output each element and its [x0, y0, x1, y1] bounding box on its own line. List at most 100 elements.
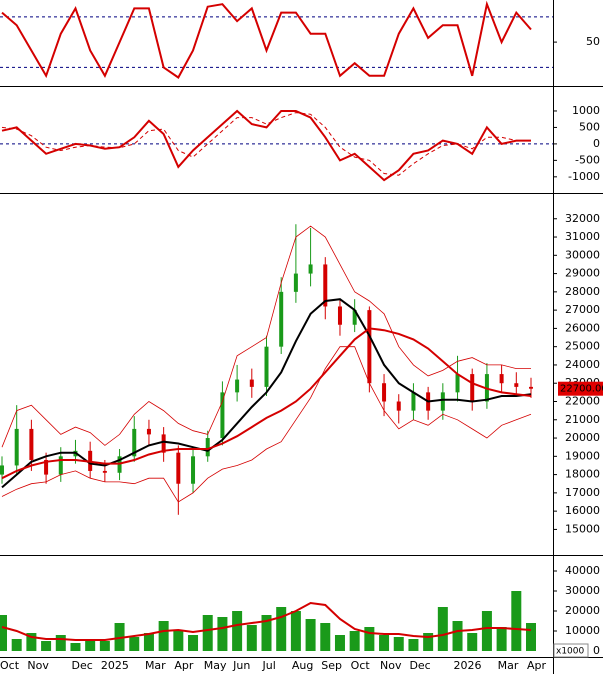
x-tick-label: Oct: [0, 659, 20, 672]
y-tick-label: 25000: [565, 340, 600, 353]
y-tick-label: 32000: [565, 212, 600, 225]
candle-body: [337, 306, 342, 325]
candle-body: [308, 264, 313, 274]
line: [1, 112, 531, 176]
y-tick-label: 30000: [565, 584, 600, 597]
candle-body: [411, 392, 416, 411]
x-tick-label: Mar: [145, 659, 166, 672]
volume-bar: [232, 611, 243, 651]
line: [1, 327, 532, 480]
y-tick-label: 20000: [565, 604, 600, 617]
x-tick-label: Dec: [71, 659, 92, 672]
volume-bar: [334, 635, 345, 651]
volume-bar: [526, 623, 536, 651]
y-tick-label: 27000: [565, 303, 600, 316]
y-tick-label: 40000: [565, 564, 600, 577]
candle-body: [0, 465, 4, 475]
candle-body: [529, 386, 533, 389]
candle-body: [176, 452, 181, 484]
candle-body: [264, 346, 269, 387]
candle-body: [514, 383, 519, 387]
volume-bar: [452, 621, 463, 651]
panel: [0, 109, 553, 182]
candle-body: [382, 383, 387, 402]
x-tick-label: Nov: [27, 659, 49, 672]
y-tick-label: 20000: [565, 431, 600, 444]
candle-body: [470, 374, 475, 402]
panel: [0, 0, 553, 79]
x-tick-label: Aug: [292, 659, 313, 672]
x-tick-label: 2026: [454, 659, 482, 672]
x-tick-label: Apr: [527, 659, 547, 672]
candle-body: [455, 374, 460, 393]
y-tick-label: 1000: [572, 104, 600, 117]
volume-bar: [246, 625, 257, 651]
y-tick-label: -1000: [568, 170, 600, 183]
line: [1, 0, 532, 79]
volume-bar: [408, 639, 419, 651]
last-price-box: [558, 381, 603, 396]
candle-body: [235, 379, 240, 393]
volume-bar: [70, 643, 81, 651]
volume-bar: [276, 607, 287, 651]
candle-body: [44, 459, 49, 475]
volume-bar: [99, 641, 110, 651]
volume-bar: [423, 633, 434, 651]
y-tick-label: 50: [586, 35, 600, 48]
volume-bar: [290, 611, 301, 651]
candle-body: [293, 273, 298, 292]
candle-body: [220, 392, 225, 439]
candle-body: [146, 428, 151, 435]
volume-bar: [202, 615, 213, 651]
y-tick-label: 30000: [565, 248, 600, 261]
x-tick-label: Dec: [409, 659, 430, 672]
y-tick-label: 10000: [565, 624, 600, 637]
candle-body: [191, 456, 196, 484]
volume-bar: [129, 637, 140, 651]
volume-bar: [467, 633, 478, 651]
volume-bar: [261, 615, 272, 651]
x-tick-label: Oct: [351, 659, 371, 672]
y-tick-label: 16000: [565, 504, 600, 517]
volume-bar: [364, 627, 375, 651]
volume-bar: [349, 631, 360, 651]
y-tick-label: 31000: [565, 230, 600, 243]
volume-bar: [320, 623, 331, 651]
y-tick-label: 28000: [565, 285, 600, 298]
volume-bar: [393, 637, 404, 651]
volume-bar: [481, 611, 492, 651]
candle-body: [367, 310, 372, 384]
volume-bar: [11, 639, 22, 651]
y-tick-label: -500: [575, 153, 600, 166]
y-tick-label: 19000: [565, 449, 600, 462]
line: [1, 601, 532, 641]
volume-bar: [55, 635, 66, 651]
y-tick-label: 17000: [565, 486, 600, 499]
volume-bar: [0, 615, 7, 651]
volume-bar: [85, 639, 96, 651]
candle-body: [499, 374, 504, 384]
x-tick-label: Mar: [498, 659, 519, 672]
volume-bar: [511, 591, 522, 651]
unit-box: [553, 643, 589, 658]
volume-bar: [41, 641, 52, 651]
y-tick-label: 0: [593, 137, 600, 150]
volume-bar: [305, 619, 316, 651]
y-tick-label: 29000: [565, 267, 600, 280]
y-tick-label: 500: [579, 120, 600, 133]
candle-body: [14, 428, 19, 466]
line: [1, 346, 532, 503]
x-tick-label: May: [204, 659, 227, 672]
x-tick-label: 2025: [101, 659, 129, 672]
volume-bar: [26, 633, 37, 651]
volume-bar: [143, 633, 154, 651]
y-tick-label: 0: [593, 644, 600, 657]
line: [1, 109, 531, 182]
candle-body: [440, 392, 445, 411]
volume-bar: [158, 621, 169, 651]
x-tick-label: Apr: [174, 659, 194, 672]
x-tick-label: Nov: [380, 659, 402, 672]
candle-body: [396, 401, 401, 411]
